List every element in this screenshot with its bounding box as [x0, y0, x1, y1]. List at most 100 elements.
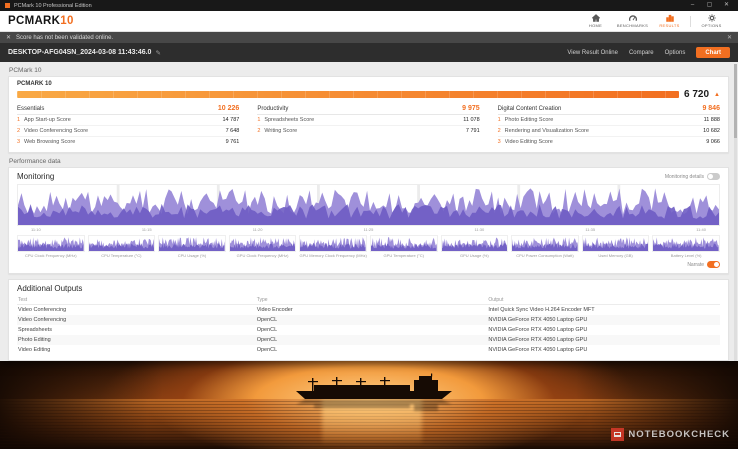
outputs-cell: Video Editing [18, 347, 51, 353]
ship-silhouette [292, 373, 456, 400]
header-nav: HOME BENCHMARKS RESULTS OPTIONS [577, 11, 730, 31]
nav-results[interactable]: RESULTS [651, 11, 688, 31]
test-number: 2 [497, 128, 501, 134]
nav-home[interactable]: HOME [577, 11, 614, 31]
group-header: Digital Content Creation 9 846 [498, 105, 720, 112]
mini-chart[interactable]: Battery Level (%) [652, 235, 720, 258]
outputs-cell: Video Conferencing [18, 317, 67, 323]
outputs-cell: Intel Quick Sync Video H.264 Encoder MFT [488, 307, 595, 313]
test-row[interactable]: 2 Video Conferencing Score 7 648 [17, 126, 240, 137]
monitoring-card: Monitoring Monitoring details 11:10 11:15… [8, 167, 729, 274]
mini-chart[interactable]: Used Memory (GB) [581, 235, 650, 258]
mini-chart[interactable]: CPU Temperature (°C) [87, 235, 156, 258]
close-button[interactable]: ✕ [723, 2, 730, 8]
mini-chart-label: CPU Usage (%) [177, 253, 207, 258]
mini-chart-plot [17, 235, 85, 252]
window-title: PCMark 10 Professional Edition [14, 2, 92, 9]
group-score: 9 975 [462, 105, 480, 112]
test-name: Writing Score [264, 128, 298, 134]
test-name: Photo Editing Score [504, 117, 554, 123]
outputs-cell: NVIDIA GeForce RTX 4050 Laptop GPU [488, 317, 588, 323]
time-tick: 11:10 [31, 227, 41, 232]
pcmark-window: PCMark 10 Professional Edition – ▢ ✕ PCM… [0, 0, 738, 361]
nav-separator [690, 15, 691, 27]
outputs-cell: OpenCL [256, 327, 278, 333]
outputs-cell: Photo Editing [18, 337, 51, 343]
test-row[interactable]: 2 Rendering and Visualization Score 10 682 [497, 126, 720, 137]
outputs-cell: Spreadsheets [18, 327, 52, 333]
test-name: App Start-up Score [24, 117, 71, 123]
scrollbar-thumb[interactable] [734, 64, 737, 138]
mini-chart[interactable]: GPU Memory Clock Frequency (MHz) [299, 235, 367, 258]
additional-outputs-card: Additional Outputs Test Type Output Video … [8, 279, 729, 361]
narrate-toggle[interactable] [707, 261, 720, 268]
home-icon [591, 14, 600, 22]
group-header: Essentials 10 226 [17, 105, 239, 112]
monitoring-details-toggle[interactable] [707, 173, 720, 180]
test-row[interactable]: 1 App Start-up Score 14 787 [17, 115, 240, 126]
nav-label: RESULTS [659, 23, 680, 28]
view-result-online-button[interactable]: View Result Online [567, 49, 618, 56]
mini-chart-plot [369, 235, 438, 252]
score-groups: Essentials 10 226 1 App Start-up Score 14 78… [17, 105, 720, 147]
outputs-cell: Video Conferencing [18, 307, 67, 313]
test-score: 7 791 [465, 128, 480, 134]
test-row[interactable]: 3 Video Editing Score 9 066 [498, 137, 720, 147]
mini-chart[interactable]: GPU Clock Frequency (MHz) [228, 235, 297, 258]
mini-chart-label: CPU Temperature (°C) [101, 253, 142, 258]
test-row[interactable]: 1 Photo Editing Score 11 888 [497, 115, 720, 126]
watermark-text: NOTEBOOKCHECK [628, 429, 730, 440]
outputs-cell: OpenCL [256, 347, 278, 353]
group-score: 10 226 [217, 105, 240, 112]
group-header: Productivity 9 975 [257, 105, 479, 112]
chart-button[interactable]: Chart [696, 47, 730, 58]
test-row[interactable]: 3 Web Browsing Score 9 761 [17, 137, 239, 147]
mini-chart[interactable]: CPU Clock Frequency (MHz) [17, 235, 85, 258]
time-tick: 11:20 [252, 227, 263, 232]
outputs-table-row: Spreadsheets OpenCL NVIDIA GeForce RTX 405… [17, 325, 720, 335]
time-tick: 11:35 [585, 227, 596, 232]
scrollbar[interactable] [734, 64, 737, 361]
notebookcheck-logo-icon [611, 428, 625, 441]
mini-chart-label: Used Memory (GB) [598, 253, 633, 258]
compare-button[interactable]: Compare [628, 49, 654, 56]
score-group: Productivity 9 975 1 Spreadsheets Score 11 0… [257, 105, 480, 147]
mini-chart-plot [652, 235, 720, 252]
nav-options[interactable]: OPTIONS [693, 11, 730, 31]
outputs-col-header: Test [18, 297, 28, 303]
mini-chart-label: GPU Clock Frequency (MHz) [236, 253, 289, 258]
mini-chart[interactable]: CPU Usage (%) [158, 235, 226, 258]
edit-pencil-icon[interactable]: ✎ [155, 49, 161, 57]
group-divider [497, 114, 720, 115]
main-content: PCMark 10 PCMARK 10 6 720 ▲ Essentials 10… [0, 62, 738, 361]
logo-primary: PCMARK [8, 15, 61, 27]
notebookcheck-watermark: NOTEBOOKCHECK [611, 428, 730, 441]
test-row[interactable]: 2 Writing Score 7 791 [257, 126, 479, 136]
test-number: 3 [497, 139, 501, 145]
banner-close-icon[interactable]: ✕ [726, 35, 732, 41]
score-card-label: PCMARK 10 [17, 81, 52, 87]
score-group: Essentials 10 226 1 App Start-up Score 14 78… [17, 105, 240, 147]
window-titlebar[interactable]: PCMark 10 Professional Edition – ▢ ✕ [0, 0, 738, 11]
nav-benchmarks[interactable]: BENCHMARKS [614, 11, 651, 31]
test-row[interactable]: 1 Spreadsheets Score 11 078 [257, 115, 480, 126]
validation-banner: ✕ Score has not been validated online. ✕ [0, 32, 738, 43]
minimize-button[interactable]: – [690, 2, 695, 8]
score-card: PCMARK 10 6 720 ▲ Essentials 10 226 1 App S… [8, 76, 729, 153]
chart-icon [665, 14, 674, 22]
mini-chart[interactable]: GPU Temperature (°C) [369, 235, 438, 258]
test-score: 7 648 [225, 128, 240, 134]
test-name: Rendering and Visualization Score [504, 128, 589, 134]
test-name: Video Editing Score [504, 139, 553, 145]
mini-chart[interactable]: GPU Usage (%) [440, 235, 509, 258]
outputs-cell: Video Encoder [256, 307, 293, 313]
monitoring-title: Monitoring [17, 172, 55, 181]
mini-charts: CPU Clock Frequency (MHz) CPU Temperature… [17, 235, 720, 258]
mini-chart-plot [581, 235, 650, 252]
options-button[interactable]: Options [664, 49, 686, 56]
banner-dismiss-icon[interactable]: ✕ [6, 35, 12, 41]
mini-chart[interactable]: CPU Power Consumption (Watt) [511, 235, 579, 258]
overall-score-bar [17, 91, 680, 98]
maximize-button[interactable]: ▢ [706, 2, 713, 8]
test-score: 14 787 [222, 117, 240, 123]
